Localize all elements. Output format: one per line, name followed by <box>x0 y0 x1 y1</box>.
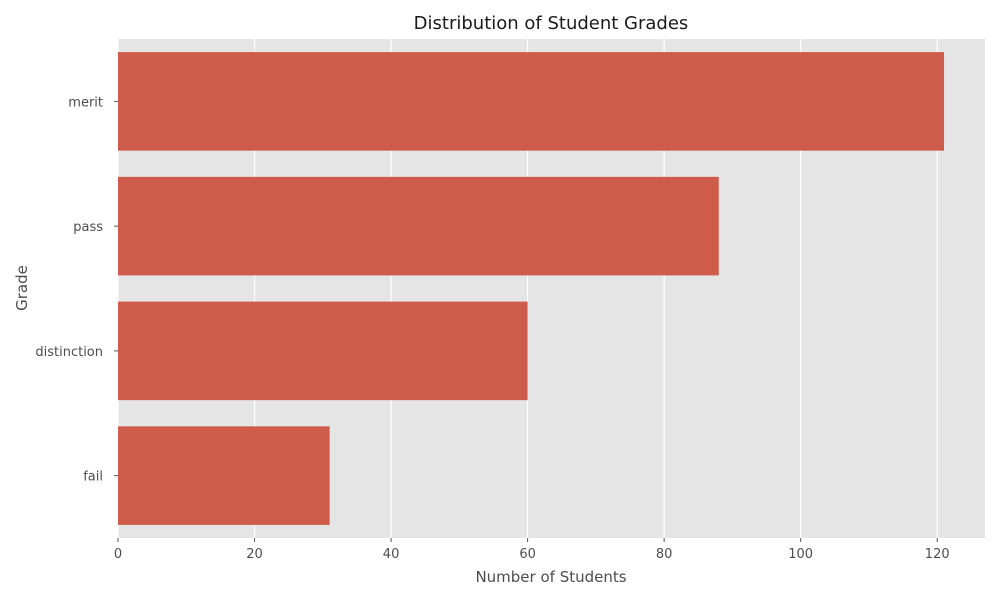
x-tick-label: 120 <box>925 547 950 562</box>
x-tick-label: 80 <box>656 547 673 562</box>
x-tick-label: 0 <box>114 547 122 562</box>
y-tick-label: pass <box>73 220 103 235</box>
bar-fail <box>118 426 330 525</box>
chart-title: Distribution of Student Grades <box>414 13 689 34</box>
bars <box>118 52 945 525</box>
bar-pass <box>118 176 719 276</box>
y-tick-label: merit <box>68 95 103 110</box>
bar-merit <box>118 52 945 151</box>
x-axis-ticks: 0 20 40 60 80 100 120 <box>114 538 950 562</box>
bar-distinction <box>118 301 528 401</box>
y-tick-label: distinction <box>35 345 103 360</box>
x-tick-label: 40 <box>383 547 400 562</box>
x-tick-label: 20 <box>246 547 263 562</box>
x-axis-label: Number of Students <box>475 568 626 586</box>
y-axis-ticks: merit pass distinction fail <box>35 95 118 485</box>
x-tick-label: 100 <box>788 547 813 562</box>
y-tick-label: fail <box>83 470 103 485</box>
x-tick-label: 60 <box>519 547 536 562</box>
y-axis-label: Grade <box>13 265 31 311</box>
